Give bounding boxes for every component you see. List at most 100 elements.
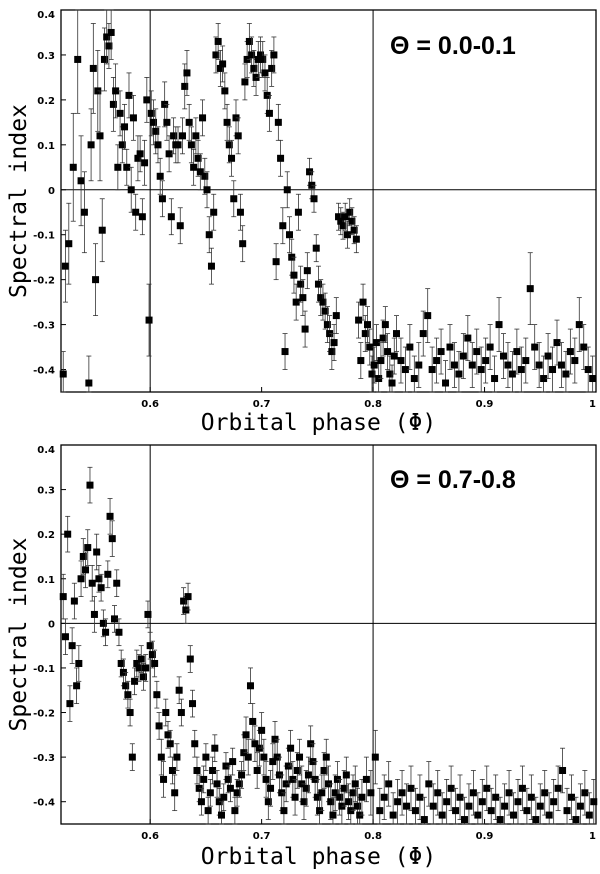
data-point (66, 700, 74, 708)
data-point (79, 552, 87, 560)
data-point (136, 150, 144, 158)
data-point (589, 375, 597, 383)
data-point (301, 325, 309, 333)
data-point (234, 132, 242, 140)
data-point (438, 811, 446, 819)
x-tick-label: 0.8 (364, 831, 382, 842)
data-point (224, 775, 232, 783)
x-axis-label: Orbital phase (Φ) (201, 844, 436, 870)
data-point (486, 343, 494, 351)
data-point (93, 548, 101, 556)
data-point (386, 370, 394, 378)
data-point (553, 339, 561, 347)
data-point (314, 280, 322, 288)
data-point (69, 163, 77, 171)
x-tick-label: 0.6 (141, 831, 159, 842)
plot-frame (60, 9, 597, 393)
data-point (135, 664, 143, 672)
data-point (170, 132, 178, 140)
panel-top: 0.6 0.7 0.8 0.9 1 -0.4 -0.3 -0.2 -0.1 0 0.1 0.2 0.3 0… (6, 9, 597, 436)
data-point (274, 118, 282, 126)
data-point (477, 366, 485, 374)
data-point (584, 366, 592, 374)
data-point (203, 186, 211, 194)
data-point (406, 343, 414, 351)
data-point (381, 321, 389, 329)
data-point (186, 655, 194, 663)
data-point (425, 780, 433, 788)
data-point (390, 352, 398, 360)
data-point (124, 691, 132, 699)
data-point (345, 798, 353, 806)
data-point (482, 357, 490, 365)
data-point (175, 686, 183, 694)
data-point (499, 352, 507, 360)
data-point (277, 154, 285, 162)
data-point (317, 294, 325, 302)
data-point (545, 811, 553, 819)
data-point (320, 766, 328, 774)
y-tick-label: -0.3 (33, 321, 55, 332)
data-point (464, 334, 472, 342)
data-point (281, 348, 289, 356)
data-point (92, 276, 100, 284)
data-point (206, 789, 214, 797)
data-point (138, 213, 146, 221)
data-point (487, 807, 495, 815)
data-point (199, 114, 207, 122)
data-point (216, 64, 224, 72)
data-point (279, 222, 287, 230)
data-point (59, 370, 67, 378)
data-point (64, 530, 72, 538)
data-point (377, 357, 385, 365)
data-point (225, 141, 233, 149)
x-tick-label: 0.6 (141, 399, 159, 410)
y-tick-label: 0.3 (37, 51, 55, 62)
data-point (505, 789, 513, 797)
data-point (143, 96, 151, 104)
data-point (331, 789, 339, 797)
data-point (447, 784, 455, 792)
data-point (492, 793, 500, 801)
data-point (340, 784, 348, 792)
data-point (116, 109, 124, 117)
data-point (332, 312, 340, 320)
data-point (296, 753, 304, 761)
data-point (303, 267, 311, 275)
data-point (123, 163, 131, 171)
data-point (147, 109, 155, 117)
data-point (70, 597, 78, 605)
data-point (361, 330, 369, 338)
y-tick-label: 0.1 (37, 575, 55, 586)
data-point (200, 775, 208, 783)
data-point (580, 343, 588, 351)
data-point (401, 366, 409, 374)
y-tick-label: -0.2 (33, 709, 55, 720)
data-point (510, 811, 518, 819)
data-point (299, 294, 307, 302)
data-point (187, 141, 195, 149)
data-point (392, 330, 400, 338)
data-point (339, 222, 347, 230)
data-point (283, 186, 291, 194)
data-point (86, 481, 94, 489)
data-point (163, 118, 171, 126)
data-point (164, 731, 172, 739)
data-point (411, 807, 419, 815)
data-point (376, 807, 384, 815)
data-point (246, 682, 254, 690)
data-point (168, 766, 176, 774)
data-point (398, 789, 406, 797)
data-point (293, 766, 301, 774)
data-point (355, 316, 363, 324)
data-point (549, 366, 557, 374)
data-point (115, 628, 123, 636)
data-point (261, 69, 269, 77)
data-point (251, 740, 259, 748)
data-point (572, 816, 580, 824)
data-point (388, 379, 396, 387)
data-point (526, 285, 534, 293)
data-point (483, 784, 491, 792)
data-point (357, 357, 365, 365)
data-point (575, 321, 583, 329)
